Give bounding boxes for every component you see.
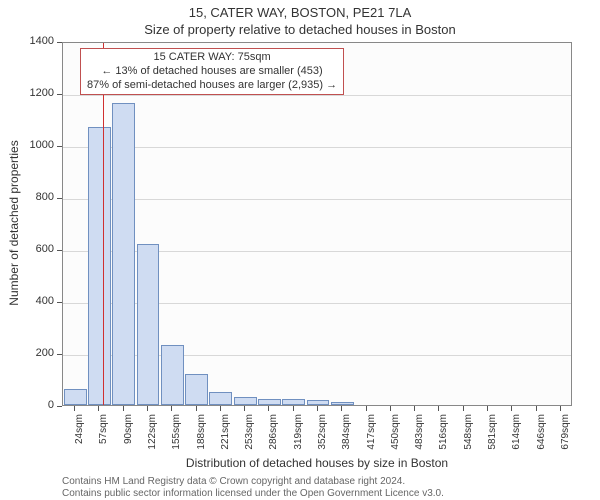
xtick-mark [220,406,221,411]
ytick-mark [57,146,62,147]
xtick-label: 24sqm [74,414,85,459]
xtick-mark [268,406,269,411]
xtick-mark [171,406,172,411]
footer-line2: Contains public sector information licen… [62,488,444,500]
chart-container: 15, CATER WAY, BOSTON, PE21 7LA Size of … [0,0,600,500]
xtick-mark [123,406,124,411]
y-axis-label: Number of detached properties [7,123,21,323]
histogram-bar [234,397,257,405]
xtick-mark [536,406,537,411]
histogram-bar [307,400,330,405]
histogram-bar [331,402,354,405]
ytick-label: 200 [16,347,54,359]
ytick-label: 0 [16,399,54,411]
gridline [63,199,571,200]
histogram-bar [209,392,232,405]
info-box-line1: 15 CATER WAY: 75sqm [87,51,337,65]
ytick-mark [57,250,62,251]
xtick-mark [196,406,197,411]
xtick-mark [317,406,318,411]
xtick-label: 614sqm [511,414,522,459]
ytick-mark [57,198,62,199]
ytick-mark [57,354,62,355]
chart-title-line1: 15, CATER WAY, BOSTON, PE21 7LA [0,5,600,20]
xtick-label: 253sqm [244,414,255,459]
xtick-mark [98,406,99,411]
info-box: 15 CATER WAY: 75sqm ← 13% of detached ho… [80,48,344,95]
xtick-label: 122sqm [147,414,158,459]
xtick-label: 221sqm [220,414,231,459]
xtick-label: 516sqm [438,414,449,459]
xtick-mark [560,406,561,411]
xtick-mark [487,406,488,411]
xtick-label: 155sqm [171,414,182,459]
gridline [63,147,571,148]
ytick-label: 800 [16,191,54,203]
xtick-mark [438,406,439,411]
xtick-mark [390,406,391,411]
xtick-mark [293,406,294,411]
xtick-label: 352sqm [317,414,328,459]
xtick-mark [511,406,512,411]
xtick-label: 646sqm [536,414,547,459]
histogram-bar [64,389,87,405]
info-box-line2: ← 13% of detached houses are smaller (45… [87,65,337,79]
histogram-bar [112,103,135,405]
ytick-mark [57,302,62,303]
marker-line [103,43,104,405]
info-box-line3: 87% of semi-detached houses are larger (… [87,79,337,93]
ytick-label: 1000 [16,139,54,151]
ytick-mark [57,42,62,43]
ytick-label: 1400 [16,35,54,47]
xtick-mark [74,406,75,411]
xtick-label: 384sqm [341,414,352,459]
xtick-label: 417sqm [366,414,377,459]
xtick-mark [341,406,342,411]
xtick-label: 548sqm [463,414,474,459]
xtick-mark [463,406,464,411]
xtick-mark [244,406,245,411]
histogram-bar [88,127,111,405]
footer-line1: Contains HM Land Registry data © Crown c… [62,476,444,488]
xtick-mark [366,406,367,411]
ytick-label: 600 [16,243,54,255]
histogram-bar [282,399,305,405]
xtick-label: 90sqm [123,414,134,459]
histogram-bar [258,399,281,406]
chart-title-line2: Size of property relative to detached ho… [0,22,600,37]
xtick-label: 57sqm [98,414,109,459]
histogram-bar [137,244,160,405]
footer-attribution: Contains HM Land Registry data © Crown c… [62,476,444,500]
ytick-label: 400 [16,295,54,307]
xtick-label: 286sqm [268,414,279,459]
histogram-bar [161,345,184,405]
xtick-label: 679sqm [560,414,571,459]
xtick-label: 483sqm [414,414,425,459]
plot-area [62,42,572,406]
xtick-label: 188sqm [196,414,207,459]
xtick-mark [414,406,415,411]
histogram-bar [185,374,208,405]
ytick-mark [57,94,62,95]
xtick-mark [147,406,148,411]
xtick-label: 450sqm [390,414,401,459]
ytick-mark [57,406,62,407]
ytick-label: 1200 [16,87,54,99]
xtick-label: 319sqm [293,414,304,459]
xtick-label: 581sqm [487,414,498,459]
